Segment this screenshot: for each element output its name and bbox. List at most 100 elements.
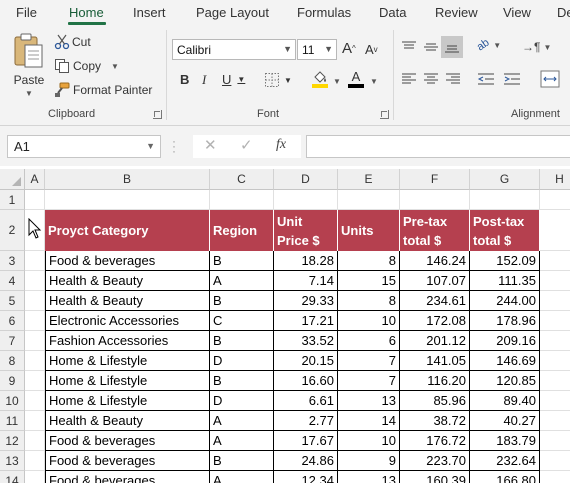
- table-cell[interactable]: 33.52: [274, 331, 338, 351]
- table-cell[interactable]: 15: [338, 271, 400, 291]
- grid-cell[interactable]: [25, 251, 45, 271]
- grid-cell[interactable]: [540, 471, 570, 483]
- tab-review[interactable]: Review: [435, 5, 478, 20]
- row-header-11[interactable]: 11: [0, 411, 25, 431]
- grid-cell[interactable]: [540, 451, 570, 471]
- table-cell[interactable]: 141.05: [400, 351, 470, 371]
- table-cell[interactable]: D: [210, 351, 274, 371]
- cut-button[interactable]: Cut: [54, 34, 91, 50]
- font-launcher-icon[interactable]: [380, 110, 389, 119]
- column-header-g[interactable]: G: [470, 169, 540, 190]
- table-header-cell[interactable]: Unit Price $: [274, 210, 338, 251]
- table-cell[interactable]: A: [210, 271, 274, 291]
- format-painter-button[interactable]: Format Painter: [54, 82, 152, 98]
- grid-cell[interactable]: [25, 431, 45, 451]
- row-header-3[interactable]: 3: [0, 251, 25, 271]
- table-cell[interactable]: Home & Lifestyle: [45, 351, 210, 371]
- formula-input[interactable]: [306, 135, 570, 158]
- table-cell[interactable]: 160.39: [400, 471, 470, 483]
- tab-home[interactable]: Home: [69, 5, 104, 20]
- grid-cell[interactable]: [540, 351, 570, 371]
- table-cell[interactable]: 38.72: [400, 411, 470, 431]
- table-cell[interactable]: 8: [338, 251, 400, 271]
- merge-center-button[interactable]: [540, 70, 560, 88]
- table-cell[interactable]: Home & Lifestyle: [45, 371, 210, 391]
- row-header-12[interactable]: 12: [0, 431, 25, 451]
- row-header-9[interactable]: 9: [0, 371, 25, 391]
- grid-cell[interactable]: [25, 271, 45, 291]
- borders-button[interactable]: ▼: [264, 72, 292, 88]
- italic-button[interactable]: I: [202, 72, 206, 88]
- column-header-d[interactable]: D: [274, 169, 338, 190]
- paste-dropdown-icon[interactable]: ▼: [25, 89, 33, 98]
- grid-cell[interactable]: [25, 351, 45, 371]
- table-cell[interactable]: 201.12: [400, 331, 470, 351]
- table-cell[interactable]: Food & beverages: [45, 471, 210, 483]
- select-all-button[interactable]: [0, 169, 25, 190]
- fill-color-button[interactable]: [312, 70, 328, 88]
- table-cell[interactable]: 10: [338, 311, 400, 331]
- clipboard-launcher-icon[interactable]: [153, 110, 162, 119]
- table-cell[interactable]: 14: [338, 411, 400, 431]
- align-right-button[interactable]: [445, 72, 461, 86]
- paste-button[interactable]: Paste ▼: [12, 32, 46, 98]
- table-header-cell[interactable]: Units: [338, 210, 400, 251]
- table-cell[interactable]: 12.34: [274, 471, 338, 483]
- column-header-e[interactable]: E: [338, 169, 400, 190]
- column-header-f[interactable]: F: [400, 169, 470, 190]
- row-header-13[interactable]: 13: [0, 451, 25, 471]
- top-align-button[interactable]: [401, 40, 417, 54]
- tab-file[interactable]: File: [16, 5, 37, 20]
- table-cell[interactable]: 8: [338, 291, 400, 311]
- grid-cell[interactable]: [540, 291, 570, 311]
- table-cell[interactable]: 152.09: [470, 251, 540, 271]
- column-header-c[interactable]: C: [210, 169, 274, 190]
- table-cell[interactable]: Electronic Accessories: [45, 311, 210, 331]
- insert-function-icon[interactable]: fx: [276, 137, 287, 152]
- table-cell[interactable]: A: [210, 431, 274, 451]
- splitter-handle[interactable]: · · ·: [172, 134, 176, 158]
- grid-cell[interactable]: [25, 291, 45, 311]
- table-cell[interactable]: 172.08: [400, 311, 470, 331]
- table-cell[interactable]: 20.15: [274, 351, 338, 371]
- grid-cell[interactable]: [274, 190, 338, 210]
- tab-page-layout[interactable]: Page Layout: [196, 5, 270, 20]
- table-cell[interactable]: 183.79: [470, 431, 540, 451]
- table-cell[interactable]: 244.00: [470, 291, 540, 311]
- table-cell[interactable]: 24.86: [274, 451, 338, 471]
- row-header-14[interactable]: 14: [0, 471, 25, 483]
- grid-cell[interactable]: [25, 371, 45, 391]
- cancel-icon[interactable]: ✕: [204, 137, 217, 154]
- row-header-8[interactable]: 8: [0, 351, 25, 371]
- table-cell[interactable]: 17.21: [274, 311, 338, 331]
- table-cell[interactable]: Health & Beauty: [45, 271, 210, 291]
- chevron-down-icon[interactable]: ▼: [370, 77, 378, 86]
- table-header-cell[interactable]: Post-tax total $: [470, 210, 540, 251]
- table-cell[interactable]: 120.85: [470, 371, 540, 391]
- column-header-b[interactable]: B: [45, 169, 210, 190]
- row-header-4[interactable]: 4: [0, 271, 25, 291]
- table-cell[interactable]: 7: [338, 371, 400, 391]
- align-center-button[interactable]: [423, 72, 439, 86]
- table-cell[interactable]: 166.80: [470, 471, 540, 483]
- table-cell[interactable]: 6: [338, 331, 400, 351]
- table-cell[interactable]: 234.61: [400, 291, 470, 311]
- table-cell[interactable]: 17.67: [274, 431, 338, 451]
- table-cell[interactable]: 146.24: [400, 251, 470, 271]
- table-cell[interactable]: 176.72: [400, 431, 470, 451]
- increase-indent-button[interactable]: [503, 72, 521, 86]
- table-cell[interactable]: 2.77: [274, 411, 338, 431]
- tab-developer[interactable]: De: [557, 5, 570, 20]
- row-header-6[interactable]: 6: [0, 311, 25, 331]
- name-box[interactable]: A1 ▼: [7, 135, 161, 158]
- row-header-10[interactable]: 10: [0, 391, 25, 411]
- table-cell[interactable]: 116.20: [400, 371, 470, 391]
- tab-view[interactable]: View: [503, 5, 531, 20]
- table-cell[interactable]: B: [210, 371, 274, 391]
- worksheet-grid[interactable]: A B C D E F G H 1 2 3 4 5 6 7 8 9 10 11 12 13 14 Proуct Catego…: [0, 169, 570, 483]
- grid-cell[interactable]: [25, 190, 45, 210]
- grid-cell[interactable]: [25, 311, 45, 331]
- font-color-button[interactable]: A: [348, 70, 364, 88]
- table-cell[interactable]: 85.96: [400, 391, 470, 411]
- grid-cell[interactable]: [540, 431, 570, 451]
